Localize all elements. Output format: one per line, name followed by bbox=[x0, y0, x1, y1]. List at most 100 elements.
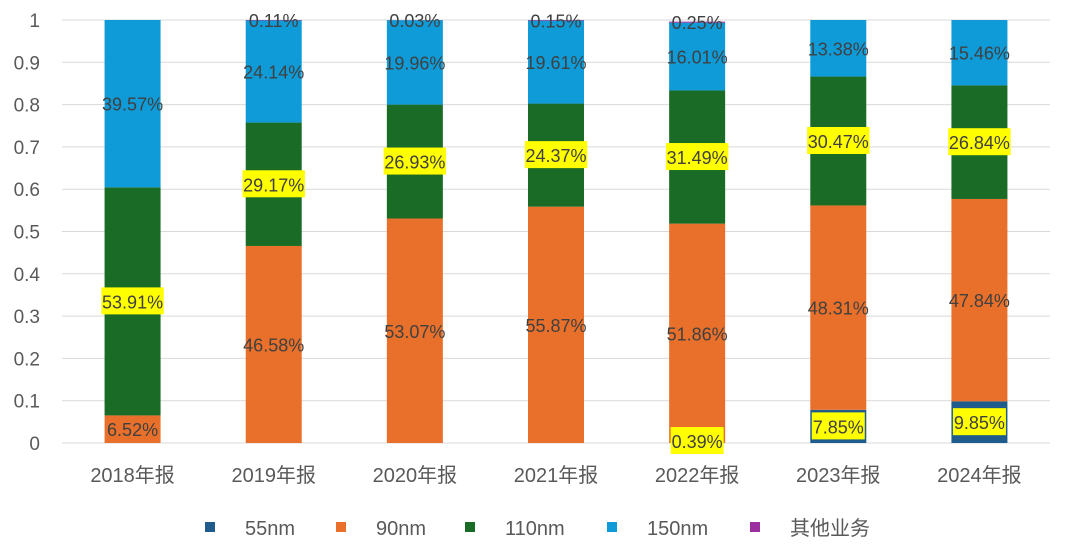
x-axis: 2018年报 2019年报 2020年报 2021年报 2022年报 2023年报 2024… bbox=[90, 464, 1021, 487]
x-tick-label: 2020年报 bbox=[373, 464, 458, 487]
data-label: 55.87% bbox=[525, 316, 586, 336]
data-label: 26.93% bbox=[383, 147, 447, 175]
data-label: 53.07% bbox=[384, 322, 445, 342]
data-label-text: 47.84% bbox=[949, 291, 1010, 311]
data-label-text: 53.07% bbox=[384, 322, 445, 342]
bar-segment bbox=[810, 20, 867, 77]
bar-segment bbox=[669, 22, 726, 91]
legend-label: 150nm bbox=[647, 518, 708, 540]
data-label-text: 29.17% bbox=[243, 175, 304, 195]
label-highlight bbox=[524, 141, 588, 169]
data-label: 24.37% bbox=[524, 141, 588, 169]
data-label: 26.84% bbox=[948, 128, 1011, 156]
x-tick-label: 2021年报 bbox=[514, 464, 599, 487]
y-tick-label: 0.6 bbox=[14, 180, 40, 201]
label-highlight bbox=[807, 126, 870, 154]
y-tick-label: 0.2 bbox=[14, 349, 40, 370]
data-label-text: 51.86% bbox=[667, 324, 728, 344]
legend-item: 110nm bbox=[465, 518, 565, 540]
data-label-text: 7.85% bbox=[813, 417, 864, 437]
bar-segment bbox=[386, 218, 443, 443]
data-label-text: 55.87% bbox=[525, 316, 586, 336]
x-tick-label: 2023年报 bbox=[796, 464, 881, 487]
data-label-text: 16.01% bbox=[667, 48, 728, 68]
data-label-text: 15.46% bbox=[949, 44, 1010, 64]
legend-swatch bbox=[750, 522, 760, 532]
bar-segment bbox=[669, 21, 726, 23]
label-highlight bbox=[948, 128, 1011, 156]
data-label-text: 31.49% bbox=[667, 148, 728, 168]
data-label-text: 6.52% bbox=[107, 420, 158, 440]
y-tick-label: 0.3 bbox=[14, 307, 40, 328]
legend-item: 90nm bbox=[336, 518, 426, 540]
y-tick-label: 0.5 bbox=[14, 223, 40, 244]
data-label: 39.57% bbox=[102, 95, 163, 115]
y-tick-label: 0.4 bbox=[14, 265, 41, 286]
data-label: 19.61% bbox=[525, 53, 586, 73]
data-label-text: 19.96% bbox=[384, 53, 445, 73]
y-tick-label: 0.9 bbox=[14, 53, 40, 74]
data-label: 47.84% bbox=[949, 291, 1010, 311]
x-tick-label: 2022年报 bbox=[655, 464, 740, 487]
data-labels: 6.52% 53.91% 39.57% 46.58% 29.17% 24.14% 0.11%… bbox=[101, 11, 1011, 454]
bar-segment bbox=[528, 206, 584, 443]
bar-segment bbox=[951, 20, 1008, 86]
data-label-text: 48.31% bbox=[808, 299, 869, 319]
data-label-text: 0.11% bbox=[249, 11, 299, 31]
data-label: 9.85% bbox=[952, 408, 1006, 436]
bar-segment bbox=[386, 20, 443, 105]
data-label-text: 0.15% bbox=[530, 11, 581, 31]
data-label: 46.58% bbox=[243, 335, 304, 355]
data-label-text: 13.38% bbox=[808, 39, 869, 59]
legend-item: 其他业务 bbox=[750, 517, 870, 540]
label-highlight bbox=[670, 427, 724, 454]
bar-segment bbox=[245, 20, 302, 123]
data-label: 31.49% bbox=[665, 143, 729, 171]
data-label-text: 46.58% bbox=[243, 335, 304, 355]
data-label: 0.15% bbox=[530, 11, 581, 31]
legend-swatch bbox=[465, 522, 475, 532]
data-label: 0.03% bbox=[389, 11, 440, 31]
data-label-text: 26.93% bbox=[384, 153, 445, 173]
data-label: 0.39% bbox=[670, 427, 724, 454]
label-highlight bbox=[952, 408, 1006, 436]
y-tick-label: 1 bbox=[29, 11, 40, 32]
legend-item: 55nm bbox=[205, 518, 295, 540]
bar-segment bbox=[528, 20, 584, 21]
y-axis: 0 0.1 0.2 0.3 0.4 0.5 0.6 0.7 0.8 0.9 1 bbox=[14, 11, 41, 455]
y-tick-label: 0.8 bbox=[14, 96, 40, 117]
bar-segment bbox=[528, 20, 584, 104]
data-label: 13.38% bbox=[808, 39, 869, 59]
legend-label: 110nm bbox=[505, 518, 565, 540]
legend-item: 150nm bbox=[607, 518, 708, 540]
data-label-text: 24.37% bbox=[525, 146, 586, 166]
data-label: 6.52% bbox=[107, 420, 158, 440]
data-label-text: 0.39% bbox=[672, 432, 723, 452]
legend-swatch bbox=[205, 522, 215, 532]
data-label: 7.85% bbox=[811, 412, 865, 440]
data-label: 53.91% bbox=[101, 287, 164, 315]
data-label-text: 39.57% bbox=[102, 95, 163, 115]
label-highlight bbox=[665, 143, 729, 171]
x-tick-label: 2019年报 bbox=[231, 464, 316, 487]
data-label-text: 26.84% bbox=[949, 133, 1010, 153]
legend-label: 90nm bbox=[376, 518, 426, 540]
data-label-text: 0.25% bbox=[672, 13, 723, 33]
data-label: 19.96% bbox=[384, 53, 445, 73]
label-highlight bbox=[101, 287, 164, 315]
data-label-text: 0.03% bbox=[389, 11, 440, 31]
data-label-text: 24.14% bbox=[243, 63, 304, 83]
legend-swatch bbox=[607, 522, 617, 532]
label-highlight bbox=[242, 170, 305, 198]
label-highlight bbox=[811, 412, 865, 440]
legend-swatch bbox=[336, 522, 346, 532]
data-label-text: 19.61% bbox=[525, 53, 586, 73]
data-label: 15.46% bbox=[949, 44, 1010, 64]
legend: 55nm 90nm 110nm 150nm 其他业务 bbox=[205, 517, 870, 540]
bar-segment bbox=[810, 205, 867, 410]
bar-segment bbox=[104, 20, 161, 188]
data-label-text: 9.85% bbox=[954, 413, 1005, 433]
bar-segment bbox=[245, 245, 302, 443]
data-label-text: 30.47% bbox=[808, 132, 869, 152]
